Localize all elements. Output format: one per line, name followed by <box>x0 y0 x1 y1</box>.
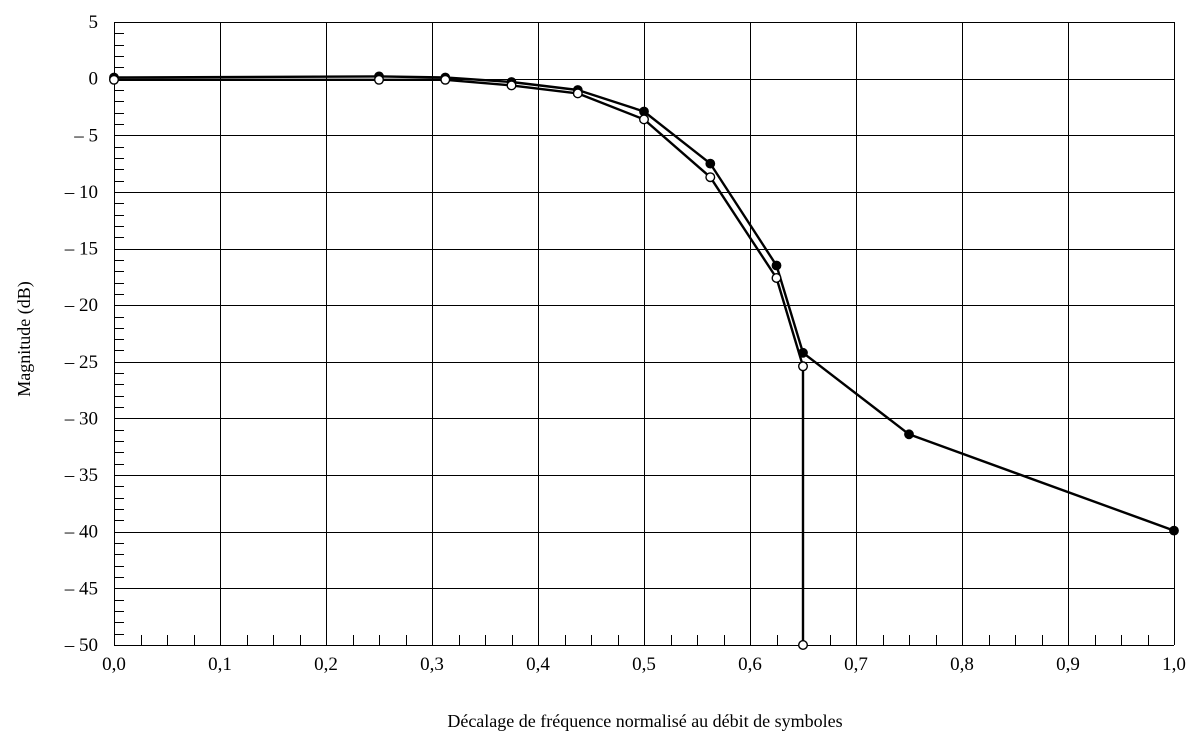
series-1 <box>109 71 1179 536</box>
y-tick-label: 5 <box>89 12 99 33</box>
minor-ticks <box>114 33 1149 645</box>
y-tick-label: – 10 <box>64 182 98 203</box>
y-axis-title: Magnitude (dB) <box>14 281 35 396</box>
x-tick-label: 0,7 <box>844 654 868 675</box>
y-tick-label: – 45 <box>64 578 98 599</box>
x-tick-label: 0,0 <box>102 654 126 675</box>
series-layer <box>108 71 1179 651</box>
series-1-point <box>705 158 716 169</box>
series-2-point <box>771 273 782 284</box>
y-tick-label: – 40 <box>64 522 98 543</box>
series-2-point <box>705 172 716 183</box>
x-tick-label: 0,6 <box>738 654 762 675</box>
x-tick-label: 1,0 <box>1162 654 1186 675</box>
y-tick-labels: 5 0 – 5 – 10 – 15 – 20 – 25 – 30 – 35 – 40 – 45 – 5… <box>64 12 98 656</box>
y-tick-label: 0 <box>89 69 99 90</box>
series-2-point <box>798 361 809 372</box>
x-tick-label: 0,1 <box>208 654 232 675</box>
y-tick-label: – 35 <box>64 465 98 486</box>
series-2-line <box>114 78 805 645</box>
series-2-point <box>108 74 119 85</box>
y-tick-label: – 5 <box>73 125 98 146</box>
series-2-point <box>572 88 583 99</box>
series-2-point <box>798 640 809 651</box>
series-1-point <box>771 260 782 271</box>
x-tick-label: 0,3 <box>420 654 444 675</box>
x-tick-label: 0,5 <box>632 654 656 675</box>
series-1-point <box>904 429 914 440</box>
series-2-point <box>374 74 385 85</box>
y-tick-label: – 20 <box>64 295 98 316</box>
y-tick-label: – 15 <box>64 239 98 260</box>
y-tick-label: – 50 <box>64 635 98 656</box>
series-2 <box>108 74 809 651</box>
grid <box>114 22 1175 646</box>
series-2-point <box>506 80 517 91</box>
x-tick-label: 0,8 <box>950 654 974 675</box>
y-tick-label: – 25 <box>64 352 98 373</box>
y-tick-label: – 30 <box>64 408 98 429</box>
x-tick-label: 0,4 <box>526 654 550 675</box>
x-axis-title: Décalage de fréquence normalisé au débit… <box>447 711 842 731</box>
x-tick-labels: 0,0 0,1 0,2 0,3 0,4 0,5 0,6 0,7 0,8 0,9 1,0 <box>102 654 1186 675</box>
x-tick-label: 0,9 <box>1056 654 1080 675</box>
series-2-point <box>440 74 451 85</box>
series-1-point <box>1169 525 1179 536</box>
x-tick-label: 0,2 <box>314 654 338 675</box>
series-2-point <box>639 114 650 125</box>
